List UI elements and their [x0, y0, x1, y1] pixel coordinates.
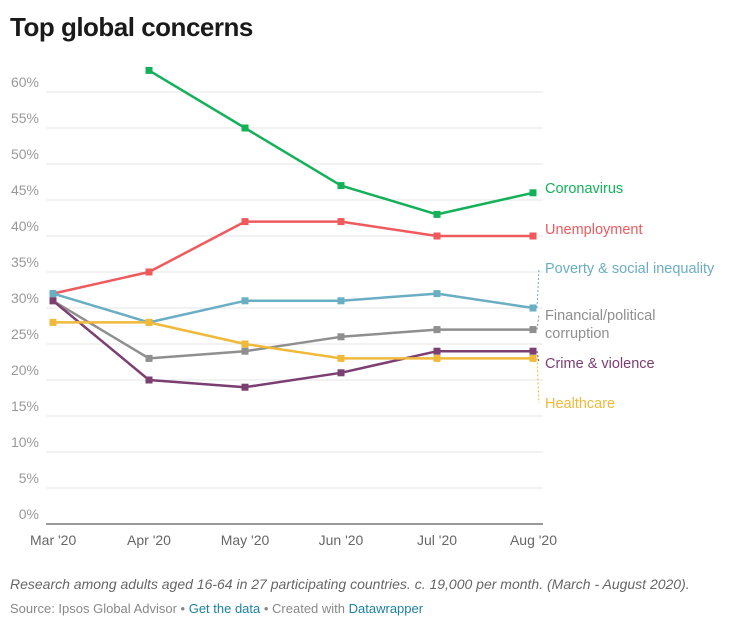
y-tick-label: 15% — [11, 398, 39, 414]
data-point — [241, 124, 249, 132]
data-point — [337, 354, 345, 362]
x-tick-label: Apr '20 — [127, 532, 171, 548]
data-point — [433, 232, 441, 240]
data-point — [529, 347, 537, 355]
source-line: Source: Ipsos Global Advisor • Get the d… — [10, 601, 423, 616]
series-label-unemployment: Unemployment — [545, 222, 643, 238]
data-point — [433, 326, 441, 334]
chart-title: Top global concerns — [10, 12, 253, 42]
data-point — [337, 218, 345, 226]
y-tick-label: 20% — [11, 362, 39, 378]
y-tick-label: 35% — [11, 254, 39, 270]
series-label-crime-violence: Crime & violence — [545, 356, 655, 372]
gridlines — [46, 91, 543, 525]
data-point — [241, 218, 249, 226]
label-leader-line — [536, 358, 540, 404]
data-point — [241, 383, 249, 391]
series-label-line: Unemployment — [545, 222, 643, 238]
x-tick-label: Jun '20 — [319, 532, 364, 548]
data-point — [145, 354, 153, 362]
data-point — [49, 318, 57, 326]
series-label-line: Healthcare — [545, 396, 615, 412]
data-point — [145, 318, 153, 326]
series-label-line: Poverty & social inequality — [545, 261, 715, 277]
series-label-line: Crime & violence — [545, 356, 655, 372]
label-leader-line — [536, 267, 540, 309]
line-chart: 0% 5% 10% 15% 20% 25% 30% 35% 40% 45% 50% 55% 60% Ma… — [11, 66, 715, 548]
x-tick-label: Jul '20 — [417, 532, 457, 548]
data-point — [433, 290, 441, 298]
series-label-financial-political-corruption: Financial/political corruption — [545, 308, 655, 342]
y-axis-ticks: 0% 5% 10% 15% 20% 25% 30% 35% 40% 45% 50% 55% 60% — [11, 74, 39, 522]
y-tick-label: 55% — [11, 110, 39, 126]
data-point — [433, 347, 441, 355]
data-point — [529, 304, 537, 312]
y-tick-label: 50% — [11, 146, 39, 162]
series-line-crime-violence — [52, 299, 533, 389]
data-point — [49, 297, 57, 305]
data-point — [241, 297, 249, 305]
data-point — [529, 354, 537, 362]
source-middle-text: • Created with — [260, 601, 349, 616]
data-point — [529, 189, 537, 197]
label-leader-line — [536, 314, 540, 330]
data-point — [529, 232, 537, 240]
data-point — [241, 347, 249, 355]
data-point — [49, 290, 57, 298]
series-label-line: Coronavirus — [545, 181, 623, 197]
series-lines — [49, 66, 537, 391]
y-tick-label: 40% — [11, 218, 39, 234]
series-line-unemployment — [52, 220, 533, 295]
series-label-line: corruption — [545, 326, 609, 342]
chart-notes: Research among adults aged 16-64 in 27 p… — [10, 576, 690, 592]
data-point — [337, 333, 345, 341]
series-line-poverty-social-inequality — [52, 292, 534, 324]
data-point — [529, 326, 537, 334]
label-leader-line — [536, 351, 540, 364]
data-point — [337, 182, 345, 190]
get-the-data-link[interactable]: Get the data — [188, 601, 261, 616]
data-point — [433, 354, 441, 362]
series-label-healthcare: Healthcare — [545, 396, 615, 412]
data-point — [145, 66, 153, 74]
y-tick-label: 5% — [19, 470, 39, 486]
y-tick-label: 25% — [11, 326, 39, 342]
data-point — [337, 369, 345, 377]
series-labels: Coronavirus Unemployment Poverty & social … — [536, 181, 715, 412]
series-line-healthcare — [53, 321, 533, 360]
datawrapper-link[interactable]: Datawrapper — [348, 601, 424, 616]
series-label-poverty-social-inequality: Poverty & social inequality — [545, 261, 715, 277]
data-point — [241, 340, 249, 348]
y-tick-label: 30% — [11, 290, 39, 306]
x-axis-ticks: Mar '20 Apr '20 May '20 Jun '20 Jul '20 Aug '… — [30, 532, 557, 548]
series-label-coronavirus: Coronavirus — [545, 181, 623, 197]
data-point — [145, 376, 153, 384]
series-line-financial-political-corruption — [52, 299, 533, 360]
y-tick-label: 60% — [11, 74, 39, 90]
data-point — [433, 210, 441, 218]
data-point — [145, 268, 153, 276]
x-tick-label: May '20 — [221, 532, 270, 548]
y-tick-label: 10% — [11, 434, 39, 450]
data-point — [337, 297, 345, 305]
source-text: Source: Ipsos Global Advisor • — [10, 601, 189, 616]
series-label-line: Financial/political — [545, 308, 655, 324]
x-tick-label: Aug '20 — [510, 532, 557, 548]
x-tick-label: Mar '20 — [30, 532, 76, 548]
y-tick-label: 45% — [11, 182, 39, 198]
y-tick-label: 0% — [19, 506, 39, 522]
